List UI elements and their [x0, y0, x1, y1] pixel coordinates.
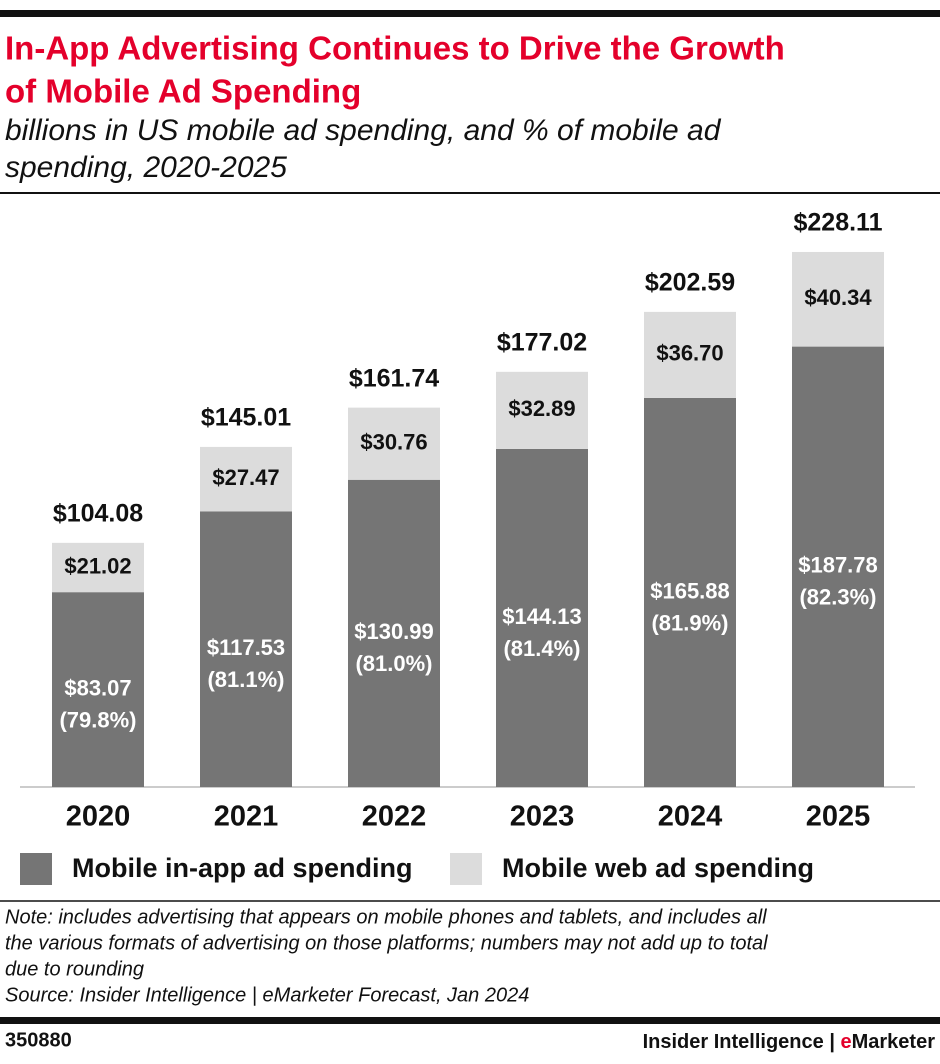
note: due to rounding [5, 958, 144, 980]
bar-segment [52, 592, 144, 787]
value-label: $30.76 [360, 430, 427, 455]
chart-subtitle: billions in US mobile ad spending, and %… [5, 114, 722, 147]
value-label: $117.53 [207, 635, 285, 660]
value-label: $83.07 [64, 675, 131, 700]
total-label: $161.74 [349, 364, 439, 392]
value-label: $32.89 [508, 396, 575, 421]
x-tick-label: 2021 [214, 801, 279, 833]
bar-segment [52, 542, 144, 593]
bar-segment [496, 371, 588, 449]
total-label: $202.59 [645, 268, 735, 296]
value-label: $187.78 [798, 553, 878, 578]
value-label: $40.34 [804, 285, 872, 310]
total-label: $145.01 [201, 404, 291, 432]
chart-id: 350880 [5, 1029, 72, 1051]
note: the various formats of advertising on th… [5, 932, 768, 954]
bar-segment [348, 407, 440, 480]
total-label: $228.11 [794, 209, 883, 237]
x-tick-label: 2022 [362, 801, 427, 833]
chart-title: of Mobile Ad Spending [5, 73, 361, 110]
brand-separator: | [829, 1031, 835, 1053]
share-label: (81.9%) [651, 610, 728, 635]
legend-label: Mobile web ad spending [502, 853, 814, 883]
value-label: $21.02 [64, 553, 131, 578]
legend-swatch [20, 853, 52, 885]
bar-segment [792, 251, 884, 347]
bar-segment [792, 346, 884, 787]
value-label: $144.13 [502, 604, 582, 629]
top-bar [0, 10, 940, 17]
share-label: (81.0%) [355, 651, 432, 676]
x-tick-label: 2025 [806, 801, 871, 833]
x-tick-label: 2020 [66, 801, 131, 833]
total-label: $177.02 [497, 328, 587, 356]
value-label: $36.70 [656, 341, 723, 366]
legend-swatch [450, 853, 482, 885]
brand-name: Insider Intelligence [643, 1031, 824, 1053]
chart-title: In-App Advertising Continues to Drive th… [5, 30, 785, 67]
value-label: $27.47 [212, 465, 279, 490]
x-tick-label: 2023 [510, 801, 575, 833]
bottom-bar [0, 1017, 940, 1024]
brand-e: e [840, 1031, 851, 1053]
share-label: (81.4%) [503, 636, 580, 661]
brand: Insider Intelligence | eMarketer [643, 1031, 936, 1053]
value-label: $165.88 [650, 578, 730, 603]
bar-segment [644, 397, 736, 787]
total-label: $104.08 [53, 500, 143, 528]
bar-segment [200, 446, 292, 512]
brand-name: Marketer [852, 1031, 936, 1053]
bar-segment [644, 311, 736, 398]
bar-segment [200, 511, 292, 787]
note: Note: includes advertising that appears … [5, 906, 767, 928]
legend-label: Mobile in-app ad spending [72, 853, 413, 883]
bar-segment [496, 448, 588, 787]
share-label: (79.8%) [59, 707, 136, 732]
source: Source: Insider Intelligence | eMarketer… [5, 984, 529, 1006]
chart-subtitle: spending, 2020-2025 [5, 151, 287, 184]
share-label: (81.1%) [207, 667, 284, 692]
value-label: $130.99 [354, 619, 434, 644]
share-label: (82.3%) [799, 585, 876, 610]
x-tick-label: 2024 [658, 801, 723, 833]
bar-segment [348, 479, 440, 787]
